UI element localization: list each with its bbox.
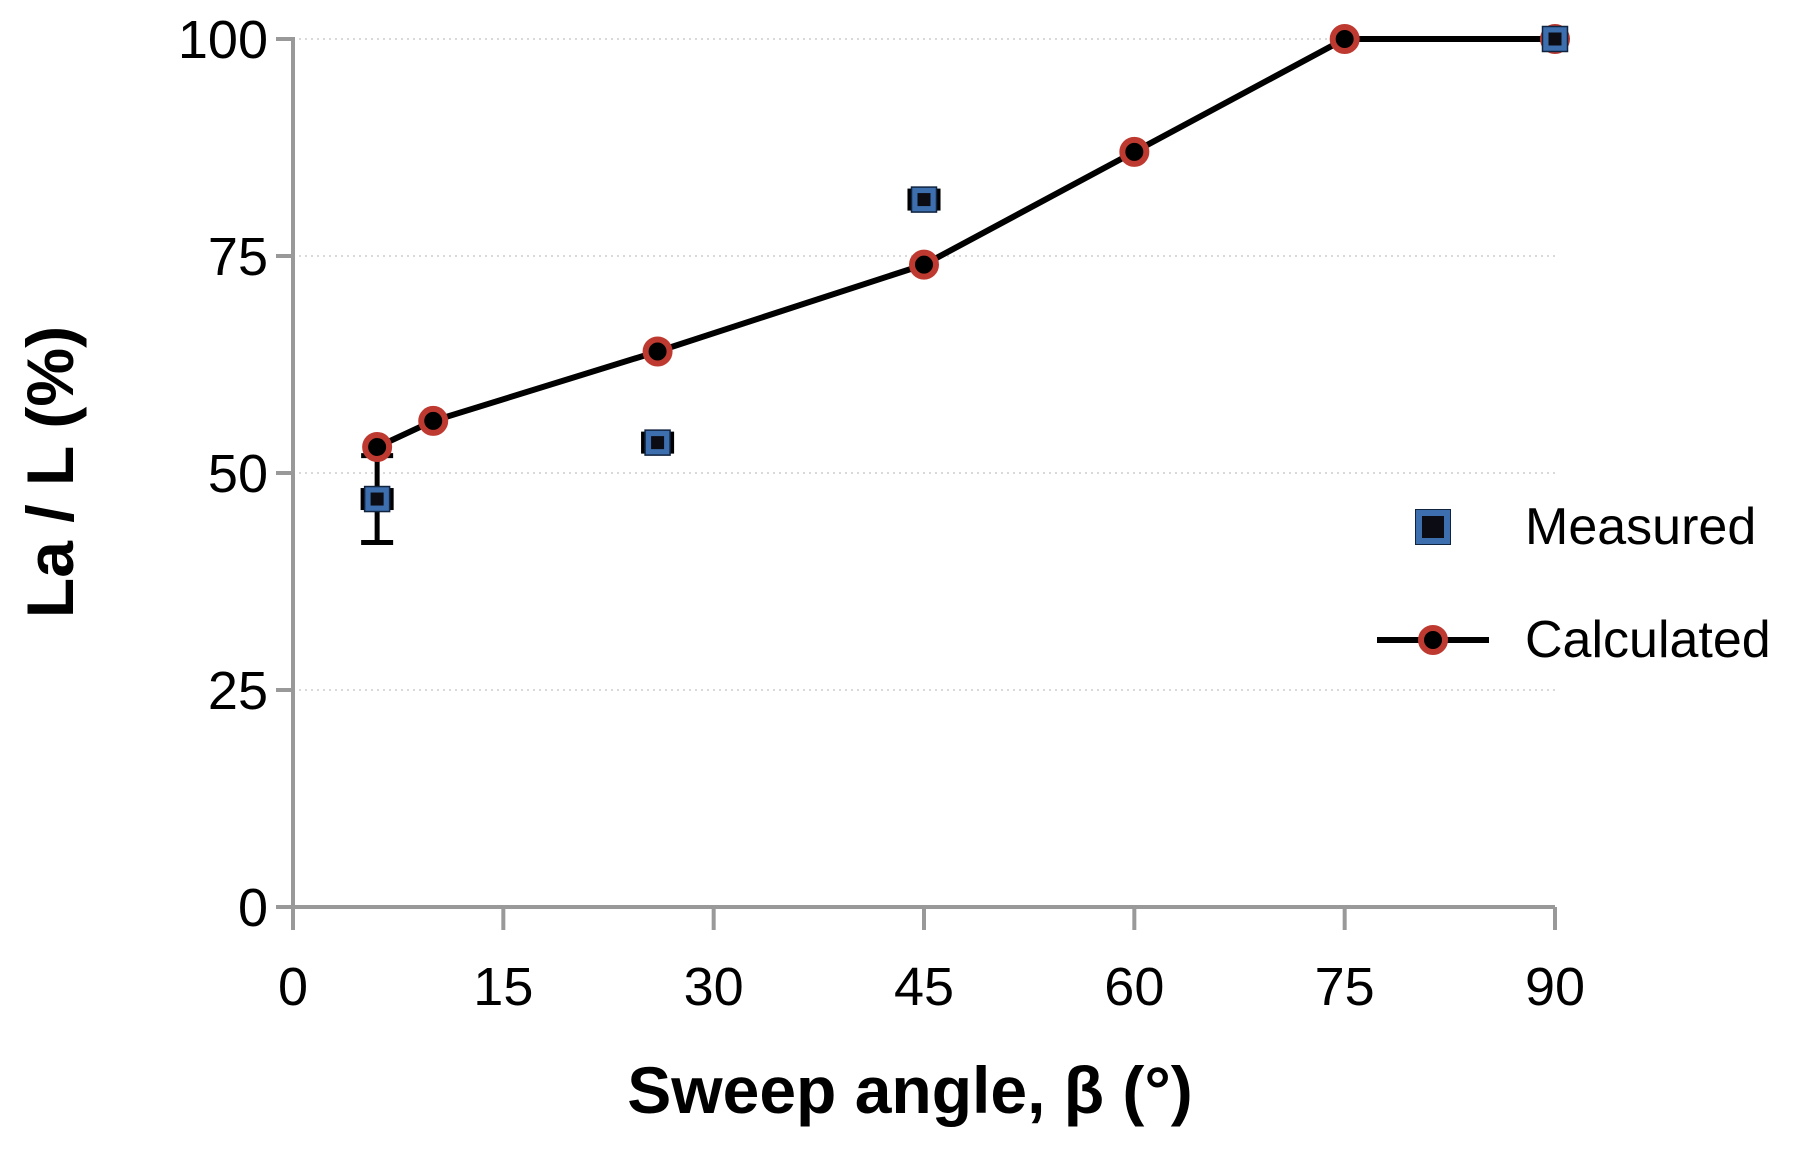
calculated-marker: [642, 336, 673, 367]
measured-marker-core: [1548, 32, 1562, 46]
x-tick-label-90: 90: [1525, 957, 1585, 1017]
measured-square-icon: [1415, 510, 1450, 544]
y-axis-title: La / L (%): [13, 325, 87, 619]
legend-item-measured: Measured: [1340, 492, 1756, 562]
y-tick-label-0: 0: [238, 878, 268, 938]
x-tick-label-30: 30: [684, 957, 744, 1017]
y-tick-label-50: 50: [208, 444, 268, 504]
x-tick-label-45: 45: [894, 957, 954, 1017]
legend-label-calculated: Calculated: [1525, 611, 1771, 669]
legend-item-calculated: Calculated: [1340, 605, 1771, 675]
calculated-line: [375, 36, 1555, 450]
y-tick-label-100: 100: [178, 10, 268, 70]
measured-marker-core: [917, 193, 931, 207]
x-tick-label-15: 15: [473, 957, 533, 1017]
y-tick-label-75: 75: [208, 227, 268, 287]
x-axis-title: Sweep angle, β (°): [627, 1053, 1193, 1127]
y-tick-label-25: 25: [208, 661, 268, 721]
calculated-circle-icon: [1417, 625, 1448, 655]
calculated-marker: [362, 431, 393, 462]
measured-marker-core: [370, 492, 384, 506]
calculated-marker: [909, 249, 939, 280]
measured-marker-core: [651, 436, 665, 450]
calculated-marker: [1329, 24, 1360, 54]
x-tick-label-75: 75: [1315, 957, 1375, 1017]
calculated-marker: [418, 405, 449, 436]
calculated-marker: [1119, 136, 1150, 167]
calculated-line-icon: [1376, 625, 1489, 655]
x-tick-label-60: 60: [1104, 957, 1164, 1017]
legend-label-measured: Measured: [1525, 498, 1757, 556]
x-tick-label-0: 0: [278, 957, 308, 1017]
